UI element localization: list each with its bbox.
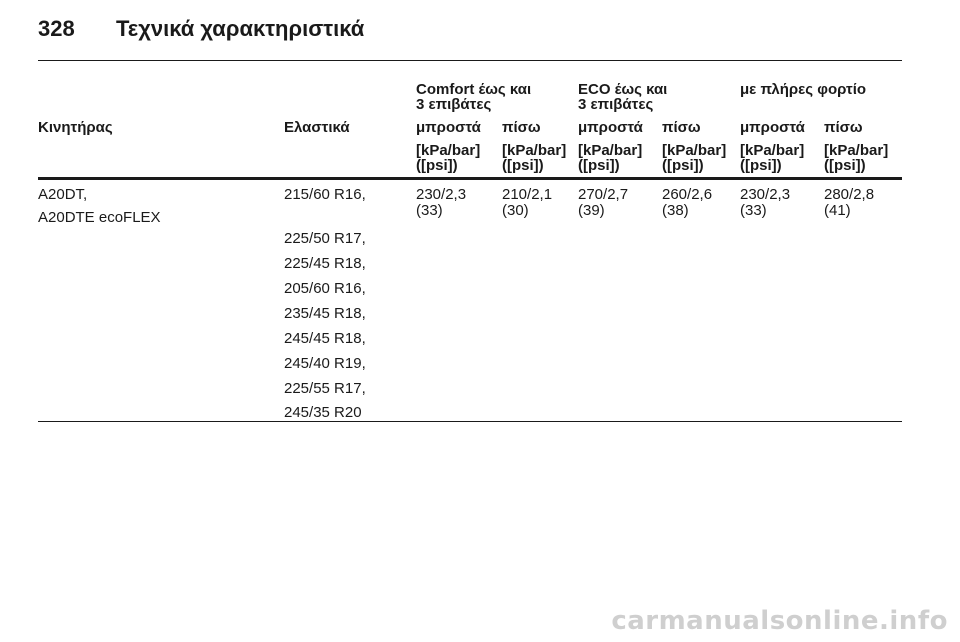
group-header-eco-line1: ECO έως και [578, 81, 668, 98]
column-header-engine: Κινητήρας [38, 119, 113, 136]
page-number: 328 [38, 16, 75, 41]
pressure-comfort-rear: 210/2,1 [502, 186, 553, 203]
tyre-size: 245/40 R19, [284, 355, 366, 372]
pressure-comfort-front: 230/2,3 [416, 186, 467, 203]
table-header-rule [38, 177, 902, 180]
unit-label-comfort-front-psi: ([psi]) [416, 157, 458, 174]
column-header-full-load-rear: πίσω [824, 119, 863, 136]
column-header-eco-rear: πίσω [662, 119, 701, 136]
unit-label-eco-front-psi: ([psi]) [578, 157, 620, 174]
pressure-full-load-rear-psi: (41) [824, 202, 851, 219]
group-header-comfort-line1: Comfort έως και [416, 81, 532, 98]
column-header-comfort-front: μπροστά [416, 119, 481, 136]
tyre-size: 235/45 R18, [284, 305, 366, 322]
tyre-size: 225/50 R17, [284, 230, 366, 247]
tyre-size: 245/35 R20 [284, 404, 362, 421]
column-header-comfort-rear: πίσω [502, 119, 541, 136]
pressure-full-load-rear: 280/2,8 [824, 186, 875, 203]
column-header-eco-front: μπροστά [578, 119, 643, 136]
tyre-size: 245/45 R18, [284, 330, 366, 347]
column-header-full-load-front: μπροστά [740, 119, 805, 136]
header-rule [38, 60, 902, 61]
tyre-size: 225/55 R17, [284, 380, 366, 397]
tyre-size: 225/45 R18, [284, 255, 366, 272]
engine-name: A20DT, [38, 186, 88, 203]
unit-label-eco-rear: [kPa/bar] [662, 142, 727, 159]
unit-label-comfort-front: [kPa/bar] [416, 142, 481, 159]
unit-label-comfort-rear-psi: ([psi]) [502, 157, 544, 174]
tyre-size: 205/60 R16, [284, 280, 366, 297]
pressure-full-load-front: 230/2,3 [740, 186, 791, 203]
unit-label-full-load-rear: [kPa/bar] [824, 142, 889, 159]
unit-label-full-load-front: [kPa/bar] [740, 142, 805, 159]
unit-label-eco-front: [kPa/bar] [578, 142, 643, 159]
tyre-size: 215/60 R16, [284, 186, 366, 203]
pressure-full-load-front-psi: (33) [740, 202, 767, 219]
pressure-eco-front: 270/2,7 [578, 186, 629, 203]
group-header-full-load: με πλήρες φορτίο [740, 81, 867, 98]
pressure-comfort-rear-psi: (30) [502, 202, 529, 219]
unit-label-full-load-front-psi: ([psi]) [740, 157, 782, 174]
pressure-eco-rear-psi: (38) [662, 202, 689, 219]
watermark: carmanualsonline.info [611, 606, 948, 636]
table-bottom-rule [38, 421, 902, 422]
group-header-comfort-line2: 3 επιβάτες [416, 96, 492, 113]
pressure-eco-rear: 260/2,6 [662, 186, 713, 203]
group-header-eco-line2: 3 επιβάτες [578, 96, 654, 113]
page-title: Τεχνικά χαρακτηριστικά [116, 16, 365, 41]
pressure-eco-front-psi: (39) [578, 202, 605, 219]
pressure-comfort-front-psi: (33) [416, 202, 443, 219]
engine-name: A20DTE ecoFLEX [38, 209, 161, 226]
column-header-tyres: Ελαστικά [284, 119, 350, 136]
unit-label-eco-rear-psi: ([psi]) [662, 157, 704, 174]
unit-label-comfort-rear: [kPa/bar] [502, 142, 567, 159]
unit-label-full-load-rear-psi: ([psi]) [824, 157, 866, 174]
